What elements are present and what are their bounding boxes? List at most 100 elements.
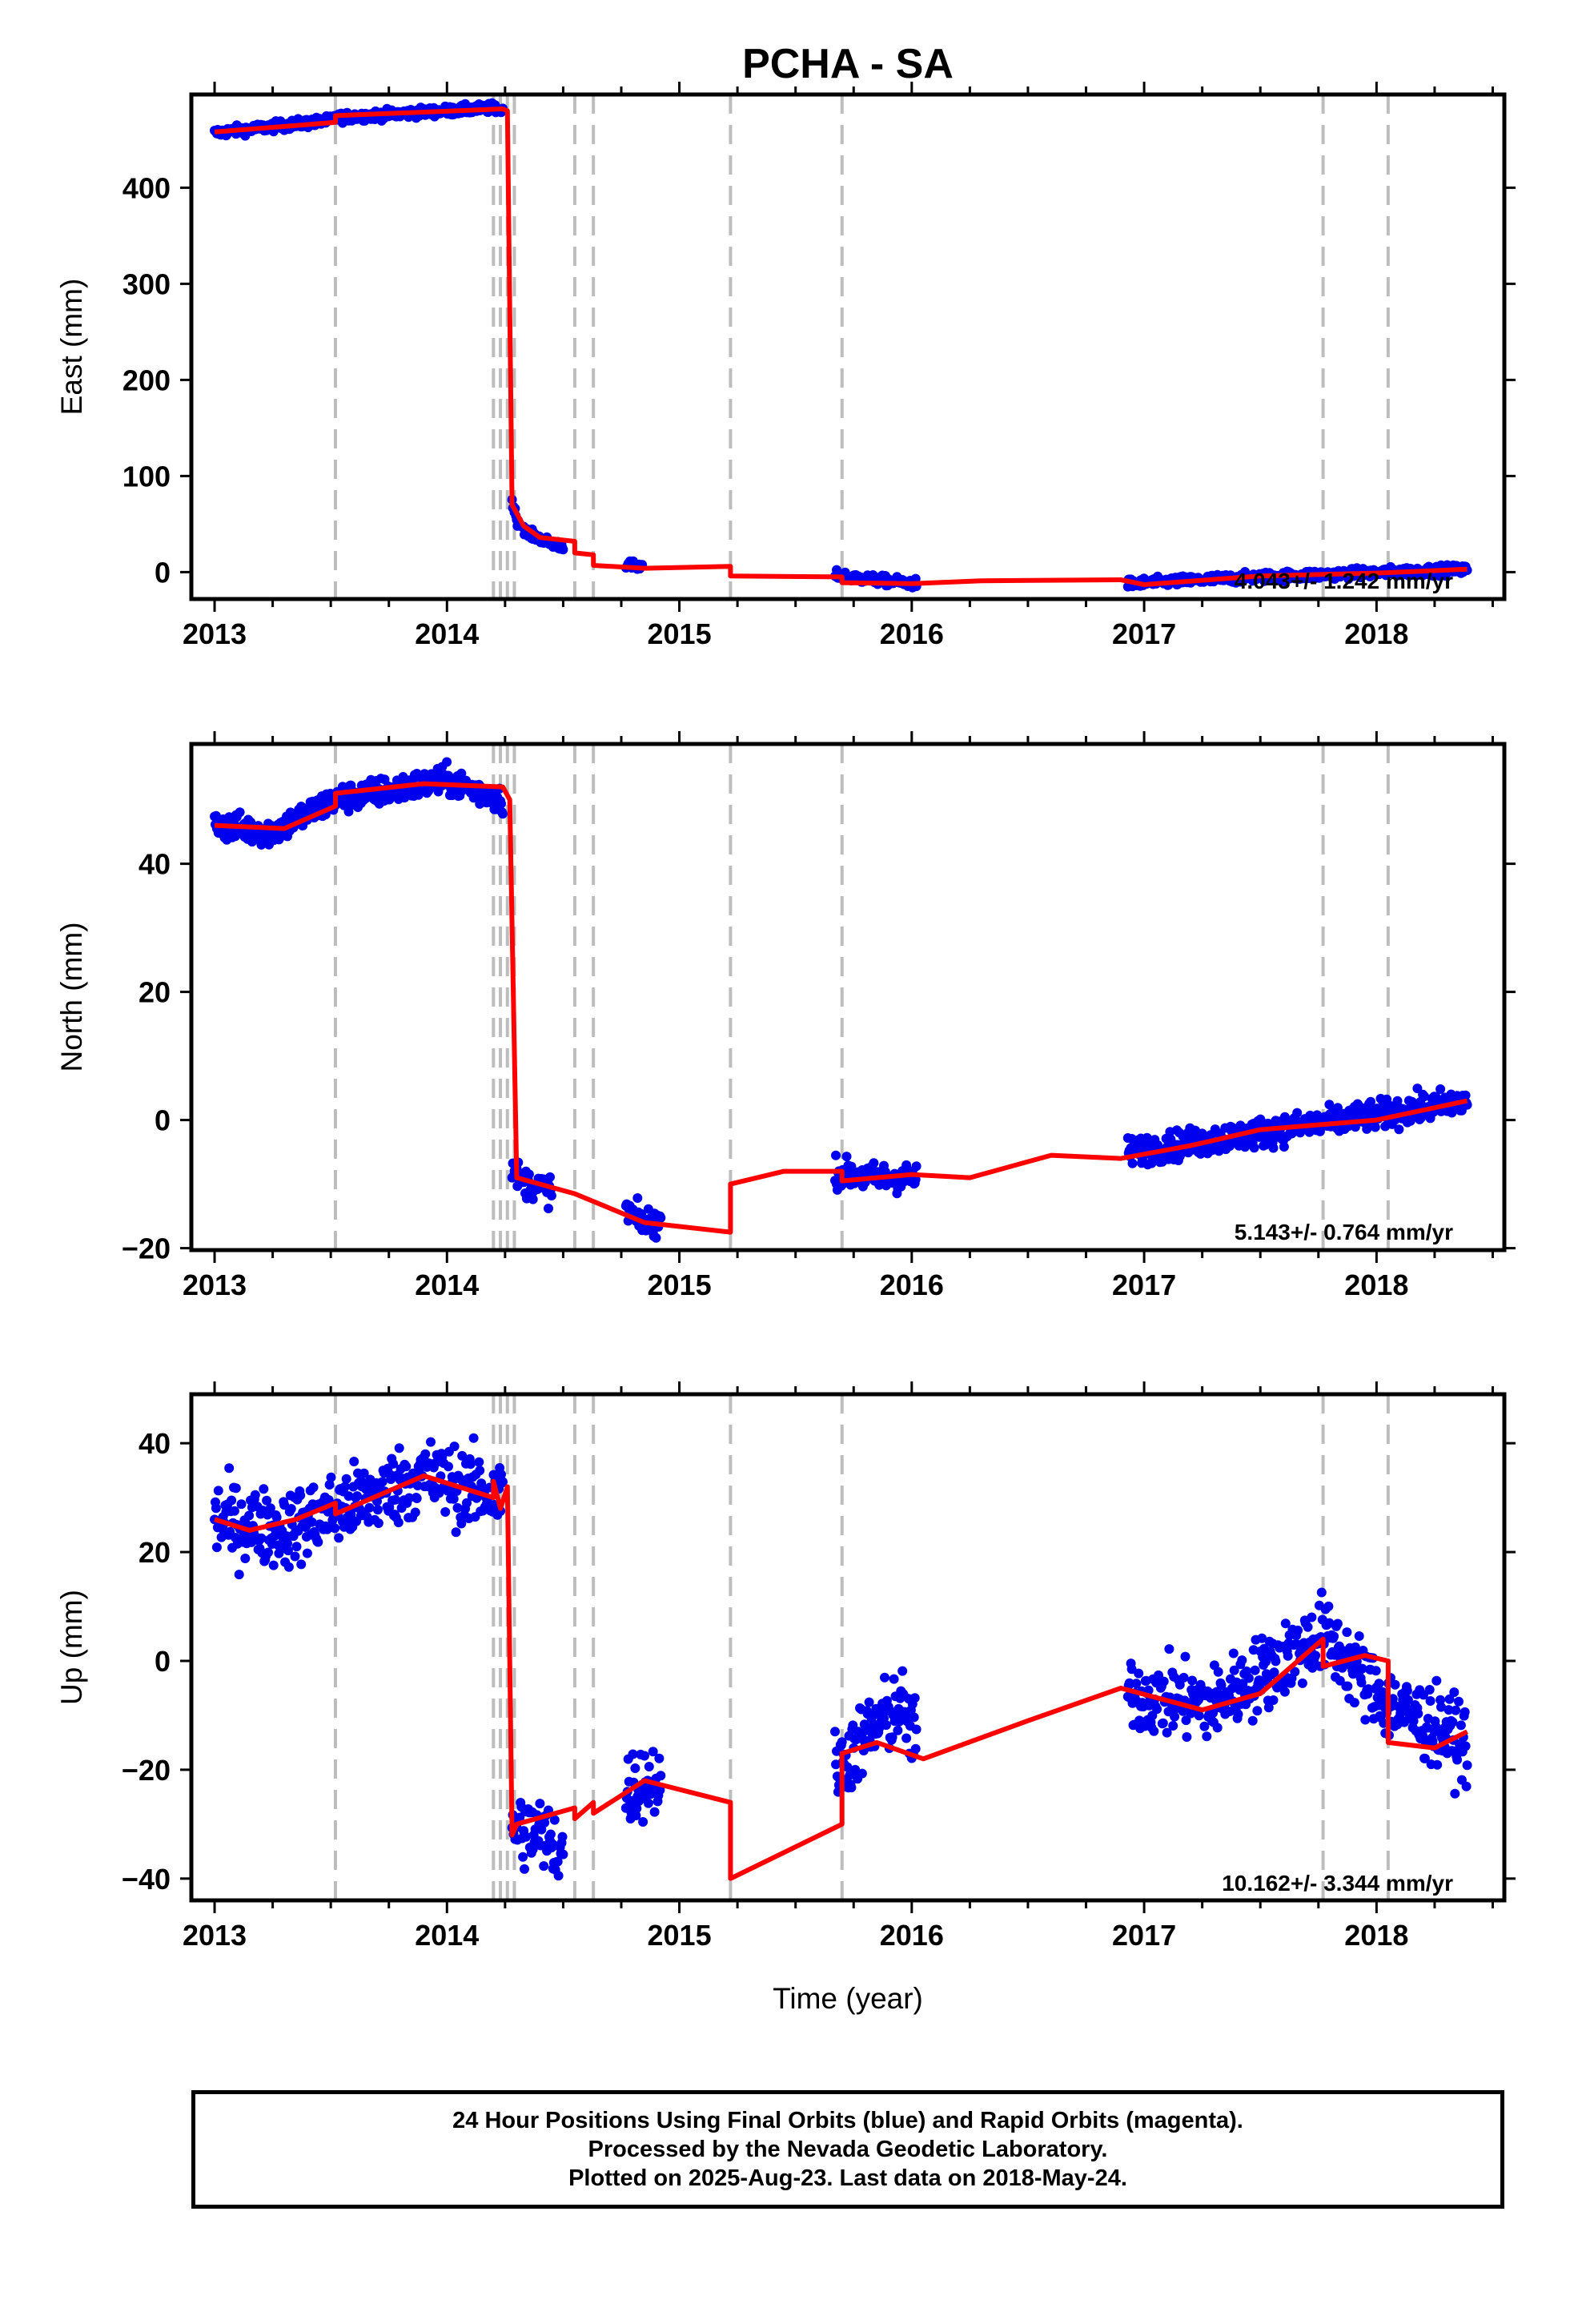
data-point bbox=[1443, 1705, 1454, 1715]
data-point bbox=[638, 1817, 648, 1827]
x-tick-label: 2017 bbox=[1112, 617, 1176, 650]
data-point bbox=[364, 1502, 375, 1513]
data-point bbox=[227, 1495, 237, 1506]
data-point bbox=[1460, 1741, 1471, 1751]
data-point bbox=[1360, 1715, 1371, 1725]
data-point bbox=[456, 768, 467, 778]
data-point bbox=[265, 1503, 275, 1514]
data-point bbox=[1363, 1684, 1374, 1695]
data-point bbox=[631, 1811, 641, 1820]
data-point bbox=[307, 1517, 317, 1527]
data-point bbox=[283, 1538, 292, 1549]
x-axis-label: Time (year) bbox=[773, 1982, 923, 2015]
data-point bbox=[1170, 1711, 1180, 1722]
data-point bbox=[496, 1470, 506, 1480]
x-tick-label: 2016 bbox=[880, 1269, 944, 1301]
data-point bbox=[528, 1194, 538, 1204]
data-point bbox=[544, 1204, 553, 1213]
data-point bbox=[1228, 1648, 1239, 1659]
data-point bbox=[553, 1871, 564, 1881]
data-point bbox=[1174, 1679, 1185, 1690]
data-point bbox=[1293, 1625, 1303, 1635]
data-point bbox=[1180, 1651, 1191, 1662]
data-point bbox=[1311, 1651, 1321, 1661]
data-point bbox=[644, 1762, 654, 1771]
data-point bbox=[308, 1482, 319, 1493]
data-point bbox=[909, 1712, 919, 1723]
x-tick-label: 2018 bbox=[1344, 1919, 1408, 1952]
data-point bbox=[520, 1864, 529, 1874]
data-point bbox=[1280, 1618, 1291, 1629]
data-point bbox=[283, 1546, 293, 1556]
data-point bbox=[334, 1533, 344, 1543]
plot-frame bbox=[189, 1392, 1507, 1903]
data-point bbox=[897, 1666, 908, 1676]
data-point bbox=[1199, 1721, 1210, 1731]
data-point bbox=[442, 757, 452, 767]
y-tick-label: 200 bbox=[122, 364, 171, 396]
data-point bbox=[1134, 1668, 1144, 1679]
data-point bbox=[830, 1727, 840, 1737]
caption-line-1: 24 Hour Positions Using Final Orbits (bl… bbox=[452, 2108, 1243, 2133]
data-point bbox=[1456, 1720, 1466, 1731]
data-point bbox=[1424, 1685, 1435, 1695]
data-point bbox=[1268, 1695, 1279, 1705]
panel-up: 2013 2014 2015 2016 2017 2018 −40 −20 0 20 40 Up (m… bbox=[55, 1381, 1516, 1952]
x-tick-label: 2014 bbox=[415, 1269, 479, 1301]
caption-line-3: Plotted on 2025-Aug-23. Last data on 201… bbox=[568, 2165, 1127, 2191]
data-point bbox=[1435, 1695, 1446, 1705]
data-point bbox=[268, 1560, 279, 1570]
data-point bbox=[313, 1537, 323, 1547]
x-tick-label: 2013 bbox=[183, 1919, 247, 1952]
data-point bbox=[911, 1161, 921, 1172]
data-point bbox=[286, 1504, 296, 1514]
data-point bbox=[462, 1498, 472, 1508]
data-points bbox=[210, 1433, 1472, 1881]
data-point bbox=[910, 1743, 921, 1754]
panel-east: 2013 2014 2015 2016 2017 2018 0 100 200 300 400 Eas… bbox=[55, 82, 1516, 650]
y-tick-label: −20 bbox=[122, 1754, 171, 1787]
model-line bbox=[214, 781, 1468, 1235]
data-point bbox=[1181, 1715, 1191, 1726]
data-point bbox=[545, 1829, 556, 1839]
data-point bbox=[546, 1191, 556, 1200]
data-point bbox=[410, 1507, 420, 1518]
data-point bbox=[632, 1803, 642, 1814]
data-point bbox=[869, 1158, 879, 1168]
data-point bbox=[1444, 1694, 1455, 1704]
x-tick-label: 2015 bbox=[648, 1919, 712, 1952]
x-tick-label: 2013 bbox=[183, 617, 247, 650]
data-point bbox=[1158, 1676, 1169, 1687]
data-point bbox=[1316, 1587, 1327, 1598]
data-point bbox=[444, 1462, 453, 1472]
data-point bbox=[880, 1672, 889, 1683]
data-point bbox=[656, 1771, 666, 1781]
data-point bbox=[1357, 1663, 1367, 1674]
data-point bbox=[231, 1483, 241, 1494]
data-point bbox=[401, 1462, 412, 1472]
data-point bbox=[535, 1799, 545, 1809]
plot-frame bbox=[189, 742, 1507, 1252]
data-point bbox=[1131, 1679, 1142, 1689]
data-point bbox=[1290, 1667, 1300, 1677]
data-point bbox=[283, 1562, 294, 1572]
data-point bbox=[1213, 1667, 1223, 1677]
data-point bbox=[1447, 1717, 1458, 1727]
data-point bbox=[1419, 1753, 1430, 1763]
data-point bbox=[643, 1798, 653, 1808]
data-point bbox=[263, 1547, 273, 1558]
x-tick-label: 2014 bbox=[415, 617, 479, 650]
x-tick-label: 2015 bbox=[648, 617, 712, 650]
data-point bbox=[651, 1232, 661, 1243]
data-point bbox=[1356, 1678, 1367, 1687]
data-point bbox=[474, 1457, 484, 1467]
data-point bbox=[1418, 1731, 1428, 1741]
data-point bbox=[498, 1477, 508, 1487]
data-point bbox=[1460, 1707, 1470, 1717]
data-point bbox=[413, 790, 424, 800]
data-point bbox=[1164, 1644, 1174, 1655]
data-point bbox=[831, 1150, 841, 1160]
data-point bbox=[1257, 1633, 1267, 1643]
data-point bbox=[372, 1505, 383, 1515]
